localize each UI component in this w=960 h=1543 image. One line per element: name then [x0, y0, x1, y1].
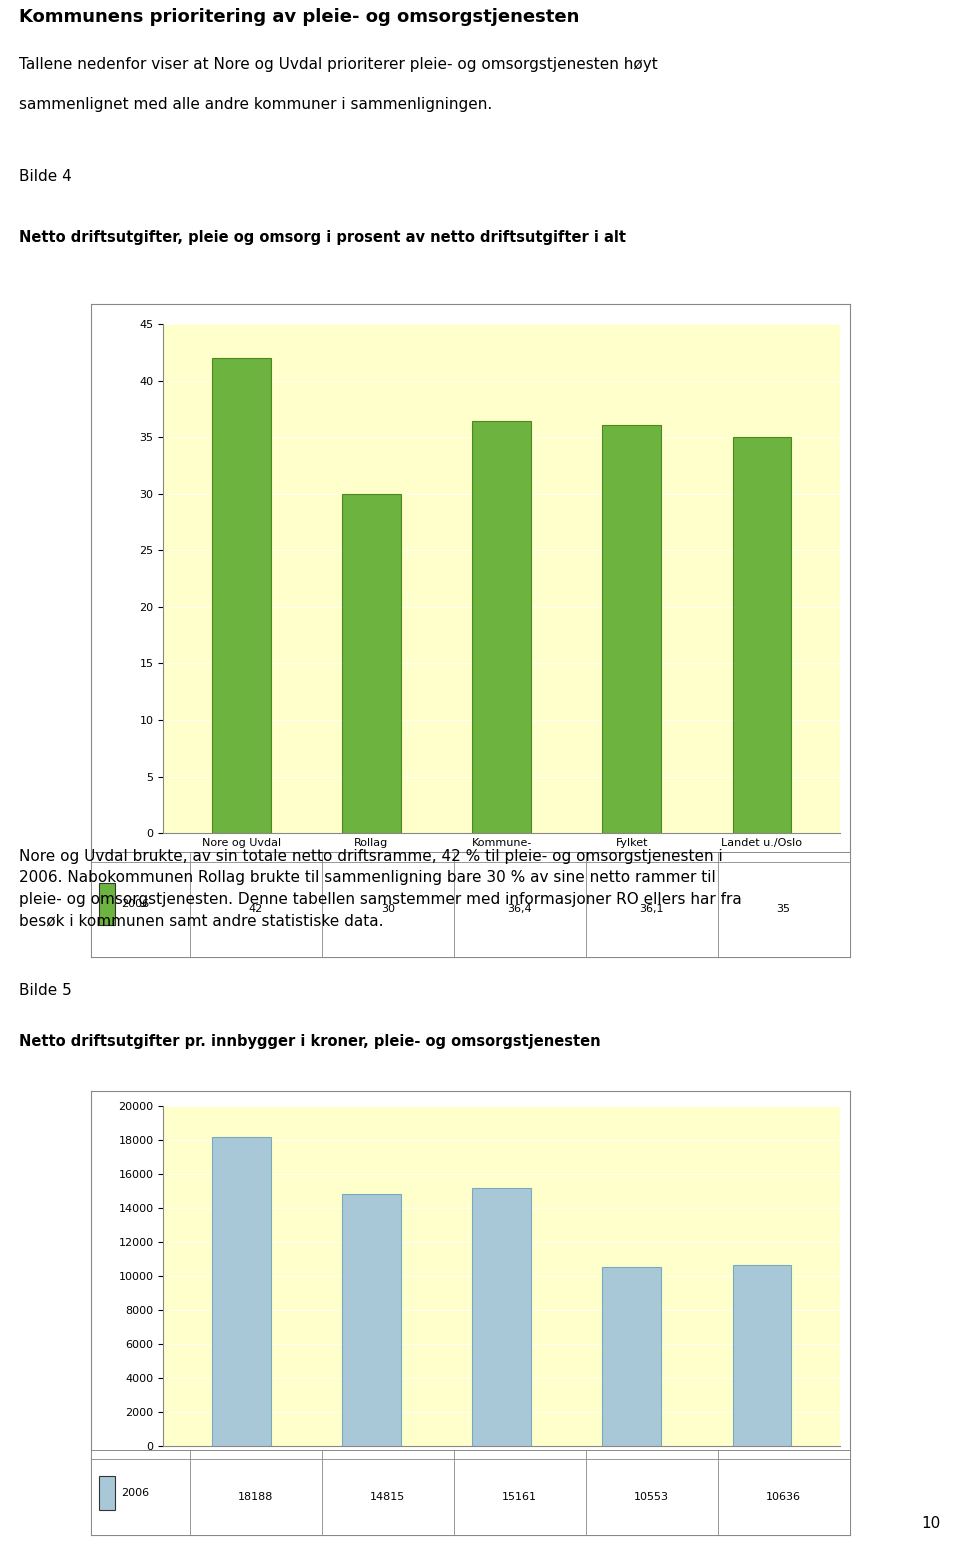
- Text: 14815: 14815: [371, 1492, 405, 1501]
- Bar: [472, 1188, 531, 1446]
- Text: Netto driftsutgifter pr. innbygger i kroner, pleie- og omsorgstjenesten: Netto driftsutgifter pr. innbygger i kro…: [19, 1034, 601, 1049]
- Bar: [732, 1265, 791, 1446]
- Text: Bilde 4: Bilde 4: [19, 168, 72, 184]
- Text: 10636: 10636: [766, 1492, 801, 1501]
- Text: 15161: 15161: [502, 1492, 538, 1501]
- Bar: [212, 1137, 271, 1446]
- Text: 36,4: 36,4: [508, 904, 532, 915]
- Text: 2006: 2006: [122, 900, 150, 909]
- Text: Nore og Uvdal brukte, av sin totale netto driftsramme, 42 % til pleie- og omsorg: Nore og Uvdal brukte, av sin totale nett…: [19, 849, 742, 929]
- Bar: [472, 421, 531, 833]
- Text: 18188: 18188: [238, 1492, 274, 1501]
- Text: 36,1: 36,1: [639, 904, 664, 915]
- Bar: [603, 424, 661, 833]
- Text: Netto driftsutgifter, pleie og omsorg i prosent av netto driftsutgifter i alt: Netto driftsutgifter, pleie og omsorg i …: [19, 230, 626, 245]
- Text: Bilde 5: Bilde 5: [19, 983, 72, 998]
- Text: 10: 10: [922, 1517, 941, 1531]
- Bar: [212, 358, 271, 833]
- Bar: [342, 494, 400, 833]
- Text: 35: 35: [777, 904, 791, 915]
- Text: 42: 42: [249, 904, 263, 915]
- Text: sammenlignet med alle andre kommuner i sammenligningen.: sammenlignet med alle andre kommuner i s…: [19, 97, 492, 113]
- Text: 2006: 2006: [122, 1487, 150, 1498]
- Bar: [99, 883, 115, 926]
- Text: Kommunens prioritering av pleie- og omsorgstjenesten: Kommunens prioritering av pleie- og omso…: [19, 8, 580, 26]
- Text: 10553: 10553: [635, 1492, 669, 1501]
- Bar: [99, 1475, 115, 1509]
- Text: Tallene nedenfor viser at Nore og Uvdal prioriterer pleie- og omsorgstjenesten h: Tallene nedenfor viser at Nore og Uvdal …: [19, 57, 658, 73]
- Bar: [732, 437, 791, 833]
- Bar: [603, 1267, 661, 1446]
- Bar: [342, 1194, 400, 1446]
- Text: 30: 30: [381, 904, 395, 915]
